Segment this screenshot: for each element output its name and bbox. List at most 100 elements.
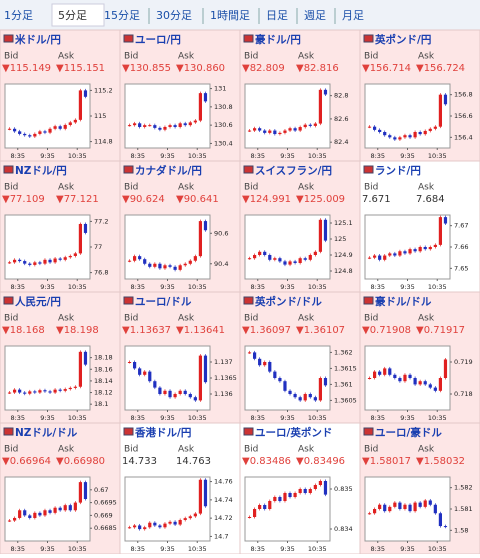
candle <box>58 389 62 391</box>
pair-name[interactable]: 米ドル/円 <box>14 33 61 46</box>
candle <box>143 259 147 264</box>
y-tick-label: 18.1 <box>94 400 108 408</box>
pair-name[interactable]: ユーロ/ドル <box>135 296 192 308</box>
y-tick-label: 14.72 <box>214 514 233 522</box>
bid-value: ▼115.149 <box>2 63 51 74</box>
ask-value: ▼130.860 <box>176 63 225 74</box>
ask-value: ▼1.36107 <box>296 325 345 336</box>
tab[interactable]: 1時間足 <box>210 9 250 22</box>
candle <box>163 265 167 269</box>
candle <box>138 525 142 530</box>
x-tick-label: 9:35 <box>280 545 295 553</box>
y-tick-label: 7.66 <box>454 243 468 251</box>
candle <box>303 394 307 401</box>
x-tick-label: 10:35 <box>68 152 87 160</box>
pair-name[interactable]: ユーロ/円 <box>135 34 181 46</box>
tab-selected <box>51 3 105 27</box>
x-tick-label: 8:35 <box>130 414 145 422</box>
tab[interactable]: 週足 <box>304 9 326 22</box>
ask-label: Ask <box>418 52 435 62</box>
pair-name[interactable]: NZドル/ドル <box>15 427 78 439</box>
flag <box>363 165 374 174</box>
tab[interactable]: 5分足 <box>58 9 87 22</box>
y-tick-label: 124.8 <box>334 267 353 275</box>
candle <box>173 394 177 398</box>
y-tick-label: 76.8 <box>94 269 108 277</box>
y-tick-label: 130.8 <box>214 103 233 111</box>
pair-name[interactable]: 人民元/円 <box>15 295 61 308</box>
candle <box>408 249 412 254</box>
bid-label: Bid <box>4 52 18 62</box>
pair-name[interactable]: カナダドル/円 <box>135 164 202 177</box>
pair-name[interactable]: NZドル/円 <box>15 165 67 177</box>
pair-name[interactable]: ランド/円 <box>375 165 421 177</box>
candle <box>268 362 272 372</box>
y-tick-label: 156.4 <box>454 133 473 141</box>
bid-label: Bid <box>364 445 378 455</box>
pair-name[interactable]: 豪ドル/ドル <box>375 295 432 308</box>
pair-name[interactable]: 英ポンド/円 <box>374 33 431 46</box>
tab[interactable]: 15分足 <box>104 9 140 22</box>
bid-value: ▼77.109 <box>2 194 45 205</box>
x-tick-label: 10:35 <box>308 283 327 291</box>
candle <box>68 387 72 390</box>
candle <box>403 374 407 382</box>
y-tick-label: 115 <box>94 112 106 120</box>
rate-tile: ユーロ/豪ドル Bid Ask ▼1.58017 ▼1.58032 1.582 1.581 1… <box>359 422 480 555</box>
y-tick-label: 156.6 <box>454 112 473 120</box>
pair-name[interactable]: スイスフラン/円 <box>255 165 332 177</box>
candle <box>413 502 417 512</box>
candle <box>438 378 443 391</box>
pair-name[interactable]: 英ポンド/ドル <box>254 295 322 308</box>
candle <box>43 390 47 392</box>
candle <box>393 137 397 140</box>
pair-name[interactable]: ユーロ/英ポンド <box>255 426 332 439</box>
y-tick-label: 0.67 <box>94 486 108 494</box>
x-tick-label: 8:35 <box>250 414 265 422</box>
pair-name[interactable]: ユーロ/豪ドル <box>375 426 442 439</box>
candle <box>403 135 407 138</box>
x-tick-label: 10:35 <box>68 283 87 291</box>
x-tick-label: 9:35 <box>280 283 295 291</box>
candle <box>408 504 412 512</box>
x-tick-label: 10:35 <box>428 152 447 160</box>
candle <box>78 223 83 254</box>
y-tick-label: 1.137 <box>214 358 233 366</box>
bid-label: Bid <box>364 52 378 62</box>
candle <box>443 359 448 378</box>
candle <box>132 123 137 126</box>
candle <box>383 504 387 512</box>
pair-name[interactable]: 豪ドル/円 <box>255 33 301 46</box>
ask-value: ▼1.13641 <box>176 325 225 336</box>
y-tick-label: 82.4 <box>334 138 348 146</box>
tab[interactable]: 1分足 <box>4 9 33 22</box>
flag <box>243 427 254 436</box>
y-tick-label: 131 <box>214 85 226 93</box>
bid-label: Bid <box>4 445 18 455</box>
tab[interactable]: 30分足 <box>156 9 192 22</box>
y-tick-label: 7.67 <box>454 222 468 230</box>
candle <box>273 258 277 260</box>
candle <box>153 263 157 267</box>
pair-name[interactable]: 香港ドル/円 <box>134 426 191 439</box>
candle <box>28 135 32 137</box>
bid-label: Bid <box>124 445 138 455</box>
rate-tile: 人民元/円 Bid Ask ▼18.168 ▼18.198 18.18 18.16 18.14… <box>0 291 121 424</box>
ask-value: ▼18.198 <box>56 325 99 336</box>
candle <box>278 258 282 262</box>
rate-tile: 豪ドル/円 Bid Ask ▼82.809 ▼82.816 82.8 82.6 82.4 8:3… <box>239 29 361 162</box>
x-tick-label: 10:35 <box>428 545 447 553</box>
candle <box>418 132 422 135</box>
tab[interactable]: 月足 <box>342 9 364 22</box>
candle <box>28 263 32 265</box>
candle <box>398 137 402 140</box>
candle <box>278 132 282 135</box>
y-tick-label: 1.136 <box>214 390 233 398</box>
candle <box>413 132 417 138</box>
rate-tile: 米ドル/円 Bid Ask ▼115.149 ▼115.151 115.2 115 114.8… <box>0 29 121 162</box>
tab[interactable]: 日足 <box>266 9 288 22</box>
candle <box>53 507 57 513</box>
x-tick-label: 8:35 <box>10 283 25 291</box>
candle <box>378 504 382 509</box>
candle <box>252 352 257 359</box>
